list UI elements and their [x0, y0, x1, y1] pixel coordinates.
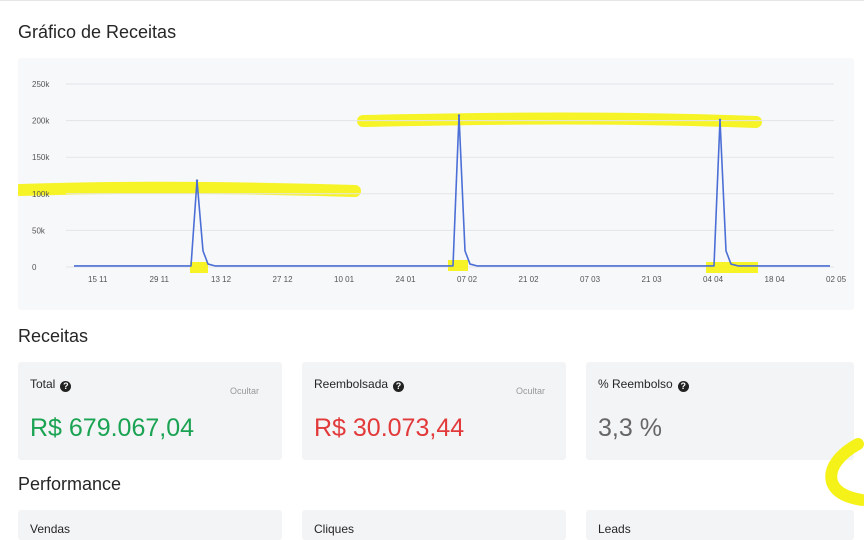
spike-point — [718, 118, 722, 122]
revenue-series-line — [74, 114, 830, 267]
revenue-chart-svg: 0 50k 100k 150k 200k 250k 15 11 29 11 13 12 27 12… — [18, 80, 847, 284]
x-tick-label: 02 05 — [826, 275, 847, 284]
x-tick-label: 18 04 — [765, 275, 786, 284]
chart-section-title: Gráfico de Receitas — [18, 22, 177, 42]
x-tick-label: 15 11 — [88, 275, 108, 284]
card-total-value: R$ 679.067,04 — [30, 414, 195, 442]
card-total: Total? Ocultar R$ 679.067,04 — [18, 362, 282, 460]
x-tick-label: 07 02 — [457, 275, 478, 284]
x-tick-label: 29 11 — [150, 275, 170, 284]
x-tick-label: 21 03 — [642, 275, 663, 284]
card-reembolsada-value: R$ 30.073,44 — [314, 414, 465, 442]
highlight-stroke-mark — [18, 181, 361, 197]
y-tick-label: 100k — [32, 190, 50, 199]
card-total-label: Total? — [30, 377, 72, 392]
card-percent-label: % Reembolso? — [598, 377, 689, 392]
y-tick-label: 150k — [32, 153, 50, 162]
revenue-chart: 0 50k 100k 150k 200k 250k 15 11 29 11 13 12 27 12… — [18, 58, 854, 310]
x-tick-label: 21 02 — [519, 275, 540, 284]
perf-card-cliques: Cliques — [302, 510, 566, 540]
y-tick-label: 50k — [32, 226, 46, 235]
x-tick-label: 04 04 — [703, 275, 724, 284]
performance-title: Performance — [18, 474, 122, 494]
y-tick-label: 0 — [32, 263, 37, 272]
x-tick-label: 24 01 — [396, 275, 417, 284]
card-reembolsada: Reembolsada? Ocultar R$ 30.073,44 — [302, 362, 566, 460]
receitas-title: Receitas — [18, 326, 89, 346]
card-percent-reembolso: % Reembolso? 3,3 % — [586, 362, 854, 460]
perf-card-label: Leads — [598, 522, 631, 536]
highlight-box — [706, 262, 758, 273]
hide-reembolsada-link[interactable]: Ocultar — [516, 386, 546, 396]
highlight-box — [190, 262, 208, 273]
perf-card-vendas: Vendas — [18, 510, 282, 540]
highlight-stroke-mark — [825, 438, 864, 506]
perf-card-leads: Leads — [586, 510, 854, 540]
x-tick-label: 13 12 — [211, 275, 232, 284]
perf-card-label: Vendas — [30, 522, 71, 536]
hide-total-link[interactable]: Ocultar — [230, 386, 260, 396]
top-divider — [0, 0, 864, 1]
help-icon[interactable]: ? — [393, 381, 405, 392]
perf-card-label: Cliques — [314, 522, 355, 536]
y-tick-label: 250k — [32, 80, 50, 89]
x-tick-label: 27 12 — [273, 275, 294, 284]
card-reembolsada-label: Reembolsada? — [314, 377, 405, 392]
spike-point — [457, 114, 461, 117]
x-tick-label: 07 03 — [580, 275, 601, 284]
card-percent-value: 3,3 % — [598, 414, 662, 442]
spike-point — [195, 179, 199, 182]
x-tick-label: 10 01 — [334, 275, 355, 284]
highlight-box — [448, 260, 468, 271]
y-tick-label: 200k — [32, 117, 50, 126]
help-icon[interactable]: ? — [60, 381, 72, 392]
help-icon[interactable]: ? — [677, 381, 689, 392]
